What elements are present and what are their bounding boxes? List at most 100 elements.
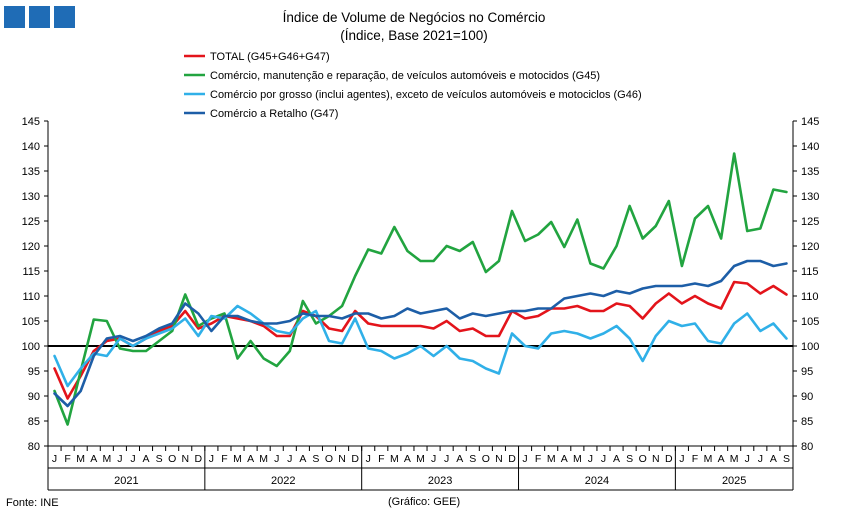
month-label: S <box>626 453 633 465</box>
month-label: M <box>259 453 268 465</box>
legend-label: Comércio a Retalho (G47) <box>210 108 338 120</box>
month-label: M <box>730 453 739 465</box>
month-label: S <box>156 453 163 465</box>
y-tick-label-left: 85 <box>28 416 40 428</box>
y-tick-label-right: 110 <box>801 291 819 303</box>
y-tick-label-right: 130 <box>801 191 819 203</box>
month-label: J <box>444 453 449 465</box>
month-label: D <box>665 453 673 465</box>
y-tick-label-left: 125 <box>22 216 40 228</box>
series-group <box>53 152 788 426</box>
legend-label: Comércio, manutenção e reparação, de veí… <box>210 70 600 82</box>
y-tick-label-right: 80 <box>801 441 813 453</box>
y-tick-label-left: 100 <box>22 341 40 353</box>
month-label: M <box>390 453 399 465</box>
month-label: M <box>416 453 425 465</box>
month-label: J <box>745 453 750 465</box>
y-tick-label-left: 130 <box>22 191 40 203</box>
y-tick-label-left: 95 <box>28 366 40 378</box>
y-tick-label-left: 80 <box>28 441 40 453</box>
month-label: J <box>287 453 292 465</box>
month-label: A <box>247 453 254 465</box>
y-tick-label-right: 115 <box>801 266 819 278</box>
y-tick-label-left: 135 <box>22 166 40 178</box>
y-tick-label-left: 120 <box>22 241 40 253</box>
month-label: J <box>274 453 279 465</box>
y-tick-label-left: 110 <box>22 291 40 303</box>
month-label: M <box>547 453 556 465</box>
year-label: 2021 <box>114 475 138 487</box>
y-tick-label-right: 135 <box>801 166 819 178</box>
month-label: J <box>431 453 436 465</box>
y-tick-label-right: 85 <box>801 416 813 428</box>
y-tick-label-right: 90 <box>801 391 813 403</box>
y-tick-label-right: 100 <box>801 341 819 353</box>
month-label: J <box>522 453 527 465</box>
y-tick-label-left: 90 <box>28 391 40 403</box>
month-label: A <box>456 453 463 465</box>
month-label: J <box>758 453 763 465</box>
series-line <box>53 280 788 400</box>
month-label: A <box>718 453 725 465</box>
y-tick-label-right: 140 <box>801 141 819 153</box>
month-label: A <box>770 453 777 465</box>
month-label: O <box>639 453 647 465</box>
year-label: 2025 <box>722 475 746 487</box>
legend-label: TOTAL (G45+G46+G47) <box>210 51 330 63</box>
month-label: F <box>221 453 227 465</box>
y-tick-label-left: 105 <box>22 316 40 328</box>
year-label: 2024 <box>585 475 609 487</box>
month-label: N <box>652 453 660 465</box>
month-label: A <box>404 453 411 465</box>
y-tick-label-right: 125 <box>801 216 819 228</box>
month-label: J <box>117 453 122 465</box>
month-label: N <box>338 453 346 465</box>
month-label: A <box>143 453 150 465</box>
logo-block-1 <box>4 6 25 28</box>
month-label: J <box>52 453 57 465</box>
month-label: A <box>561 453 568 465</box>
month-label: D <box>351 453 359 465</box>
logo-block-2 <box>29 6 50 28</box>
y-tick-label-right: 95 <box>801 366 813 378</box>
year-label: 2023 <box>428 475 452 487</box>
month-label: M <box>704 453 713 465</box>
month-label: N <box>495 453 503 465</box>
y-tick-label-right: 105 <box>801 316 819 328</box>
y-tick-label-right: 120 <box>801 241 819 253</box>
y-tick-label-left: 115 <box>22 266 40 278</box>
source-note: Fonte: INE <box>6 497 59 509</box>
month-label: N <box>181 453 189 465</box>
month-label: O <box>325 453 333 465</box>
month-label: F <box>535 453 541 465</box>
legend-label: Comércio por grosso (inclui agentes), ex… <box>210 89 642 101</box>
y-tick-label-left: 145 <box>22 116 40 128</box>
month-label: S <box>469 453 476 465</box>
month-label: J <box>209 453 214 465</box>
graph-credit: (Gráfico: GEE) <box>388 496 461 508</box>
month-label: F <box>378 453 384 465</box>
month-label: A <box>299 453 306 465</box>
chart-title: Índice de Volume de Negócios no Comércio <box>283 10 546 25</box>
month-label: A <box>90 453 97 465</box>
month-label: M <box>76 453 85 465</box>
month-label: A <box>613 453 620 465</box>
series-line <box>53 304 788 388</box>
month-label: J <box>601 453 606 465</box>
month-label: D <box>195 453 203 465</box>
month-label: O <box>168 453 176 465</box>
month-label: M <box>233 453 242 465</box>
month-label: S <box>312 453 319 465</box>
chart-subtitle: (Índice, Base 2021=100) <box>340 28 487 43</box>
logo-block-3 <box>54 6 75 28</box>
month-label: D <box>508 453 516 465</box>
month-label: F <box>64 453 70 465</box>
month-label: O <box>482 453 490 465</box>
month-label: J <box>679 453 684 465</box>
y-tick-label-right: 145 <box>801 116 819 128</box>
month-label: J <box>366 453 371 465</box>
series-line <box>53 259 788 408</box>
y-tick-label-left: 140 <box>22 141 40 153</box>
month-label: J <box>130 453 135 465</box>
